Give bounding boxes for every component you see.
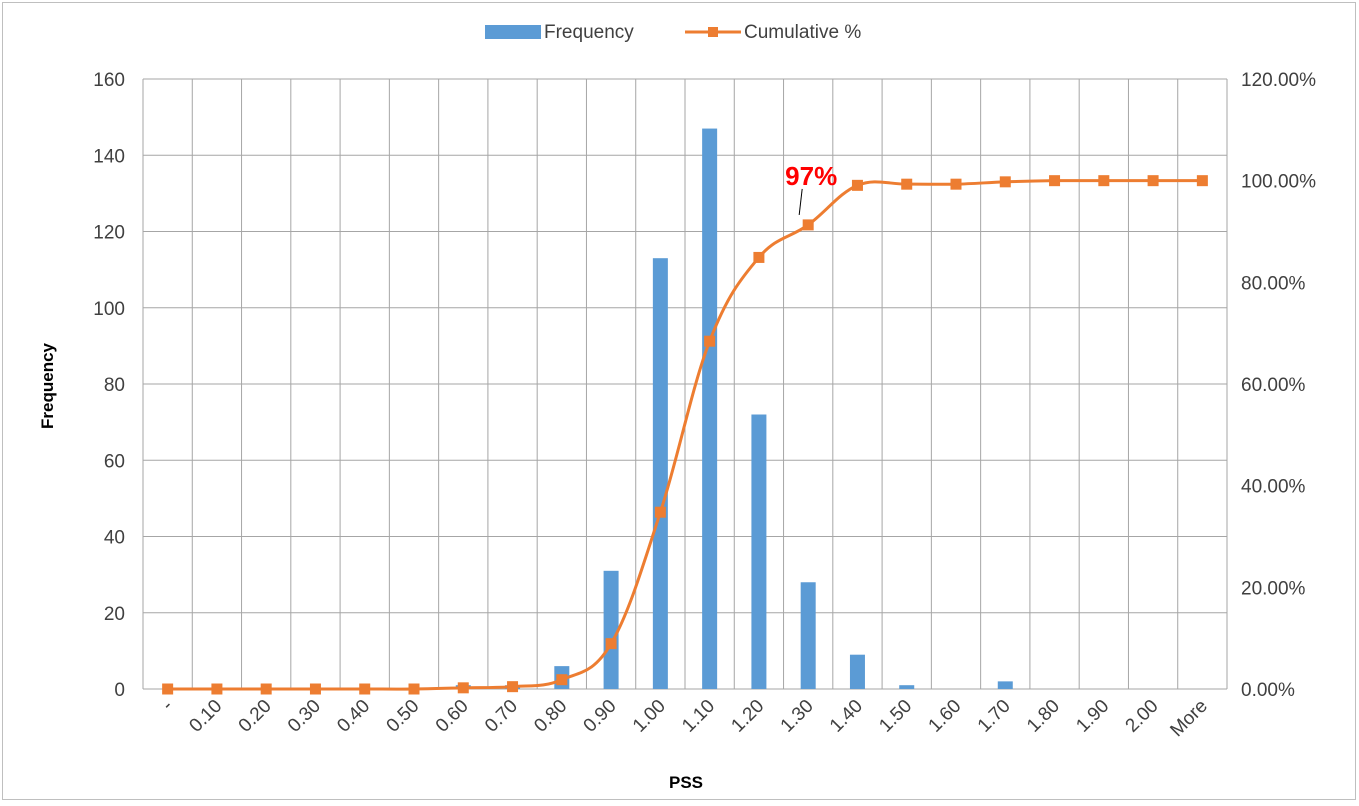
cumulative-marker — [1196, 175, 1208, 187]
x-tick-label: 0.40 — [333, 696, 374, 737]
x-tick-label: 1.80 — [1023, 696, 1064, 737]
grid-layer — [142, 78, 1228, 690]
x-tick-label: 1.20 — [727, 696, 768, 737]
frequency-bar — [997, 681, 1013, 689]
x-tick-label: 0.50 — [383, 696, 424, 737]
frequency-bar — [603, 570, 619, 689]
y2-tick-label: 20.00% — [1241, 578, 1306, 599]
x-tick-label: 0.60 — [432, 696, 473, 737]
cumulative-marker — [901, 178, 913, 190]
x-tick-label: 1.50 — [875, 696, 916, 737]
frequency-bar — [800, 582, 816, 689]
x-tick-label: - — [158, 696, 177, 715]
cumulative-marker — [1098, 175, 1110, 187]
cumulative-marker — [359, 683, 371, 695]
annotation-leader-line — [798, 188, 803, 215]
y-tick-label: 160 — [93, 70, 125, 91]
legend-frequency-swatch — [485, 25, 541, 39]
x-tick-label: 0.70 — [481, 696, 522, 737]
cumulative-marker — [753, 251, 765, 263]
y-tick-label: 0 — [114, 680, 125, 701]
x-tick-label: 1.00 — [629, 696, 670, 737]
cumulative-marker — [950, 178, 962, 190]
y-tick-label: 80 — [104, 375, 125, 396]
cumulative-marker — [507, 681, 519, 693]
y-tick-label: 40 — [104, 528, 125, 549]
x-tick-label: 1.90 — [1072, 696, 1113, 737]
y-tick-label: 20 — [104, 604, 125, 625]
legend-cumulative-marker — [708, 27, 718, 37]
annotation-label: 97% — [785, 161, 837, 191]
cumulative-marker — [654, 506, 666, 518]
frequency-bars — [455, 128, 1013, 689]
histogram-pareto-chart: 0 20 40 60 80 100 120 140 160 0.00% 20.00% 40.00% 60… — [38, 22, 1316, 792]
frequency-bar — [652, 258, 668, 689]
x-tick-label: 1.30 — [777, 696, 818, 737]
cumulative-marker — [999, 176, 1011, 188]
y-tick-label: 120 — [93, 223, 125, 244]
frequency-bar — [751, 414, 767, 689]
y-axis-title: Frequency — [38, 342, 57, 429]
frequency-bar — [899, 685, 915, 689]
y-tick-label: 100 — [93, 299, 125, 320]
x-tick-label: 1.40 — [826, 696, 867, 737]
y-tick-label: 60 — [104, 451, 125, 472]
x-tick-label: 0.10 — [185, 696, 226, 737]
annotation: 97% — [785, 161, 837, 215]
frequency-bar — [849, 654, 865, 689]
y2-tick-label: 40.00% — [1241, 477, 1306, 498]
cumulative-marker — [556, 674, 568, 686]
cumulative-line-path — [167, 179, 1203, 691]
x-tick-label: 0.90 — [580, 696, 621, 737]
cumulative-marker — [1049, 175, 1061, 187]
x-tick-label: 1.70 — [974, 696, 1015, 737]
x-tick-label: More — [1166, 696, 1211, 741]
cumulative-marker — [211, 683, 223, 695]
cumulative-marker — [309, 683, 321, 695]
x-axis-title: PSS — [669, 773, 703, 792]
x-tick-label: 2.00 — [1122, 696, 1163, 737]
x-tick-label: 0.30 — [284, 696, 325, 737]
cumulative-line — [162, 175, 1208, 695]
x-tick-label: 0.80 — [530, 696, 571, 737]
y2-tick-label: 0.00% — [1241, 680, 1295, 701]
frequency-bar — [702, 128, 718, 689]
cumulative-marker — [408, 683, 420, 695]
legend-cumulative-label: Cumulative % — [744, 22, 861, 43]
y2-tick-label: 80.00% — [1241, 273, 1306, 294]
cumulative-marker — [802, 219, 814, 231]
y2-tick-label: 60.00% — [1241, 375, 1306, 396]
x-tick-label: 1.10 — [678, 696, 719, 737]
cumulative-marker — [851, 179, 863, 191]
x-tick-label: 1.60 — [925, 696, 966, 737]
x-tick-label: 0.20 — [235, 696, 276, 737]
legend: Frequency Cumulative % — [485, 22, 861, 43]
cumulative-marker — [605, 638, 617, 650]
cumulative-marker — [457, 682, 469, 694]
legend-frequency-label: Frequency — [544, 22, 634, 43]
y-tick-label: 140 — [93, 146, 125, 167]
cumulative-marker — [162, 683, 174, 695]
y2-tick-label: 120.00% — [1241, 70, 1316, 91]
cumulative-marker — [260, 683, 272, 695]
y2-tick-label: 100.00% — [1241, 172, 1316, 193]
cumulative-marker — [704, 335, 716, 347]
cumulative-marker — [1147, 175, 1159, 187]
